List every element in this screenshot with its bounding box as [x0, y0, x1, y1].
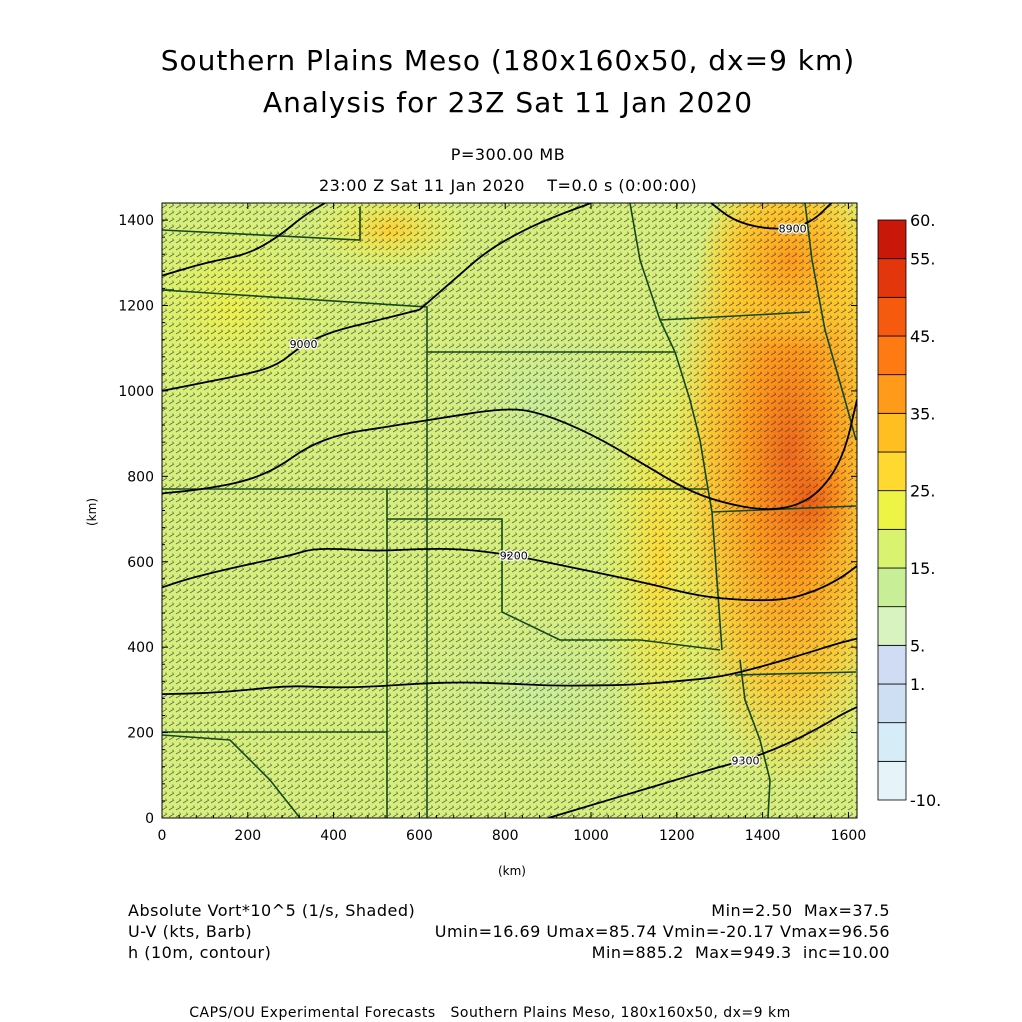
legend-shading-label: Absolute Vort*10^5 (1/s, Shaded)	[128, 901, 416, 920]
x-axis: 0 200 400 600 800 1000 1200 1400 1600	[158, 203, 867, 844]
height-contours: 9200 9300 9000 8900	[162, 203, 857, 818]
colorbar-swatch	[877, 296, 907, 337]
colorbar-swatch	[877, 412, 907, 453]
contour-minmax: Min=885.2 Max=949.3 inc=10.00	[591, 943, 890, 962]
colorbar: 60. 55. 45. 35. 25. 15. 5. 1. -10.	[877, 211, 941, 810]
contour-line-1	[162, 637, 857, 695]
y-tick-label: 400	[127, 640, 154, 656]
x-axis-label: (km)	[498, 864, 526, 878]
border-ok-tx-west	[387, 518, 721, 651]
wind-minmax: Umin=16.69 Umax=85.74 Vmin=-20.17 Vmax=9…	[434, 922, 890, 941]
contour-line-6	[162, 203, 326, 277]
colorbar-swatch	[877, 374, 907, 414]
y-tick-label: 800	[127, 469, 154, 485]
colorbar-swatch	[877, 606, 907, 646]
contour-label: 8900	[779, 223, 807, 236]
colorbar-swatch	[877, 490, 907, 530]
colorbar-label: 1.	[910, 675, 925, 694]
chart-title-line1: Southern Plains Meso (180x160x50, dx=9 k…	[160, 44, 856, 77]
colorbar-swatch	[877, 644, 907, 685]
contour-line-3	[162, 399, 857, 510]
colorbar-label: 60.	[910, 211, 935, 230]
colorbar-label: 55.	[910, 250, 935, 269]
x-tick-label: 800	[492, 828, 519, 844]
y-tick-label: 1400	[118, 213, 154, 229]
x-tick-label: 0	[158, 828, 167, 844]
x-tick-label: 1000	[573, 828, 609, 844]
colorbar-swatch	[877, 567, 907, 608]
colorbar-label: 25.	[910, 482, 935, 501]
border-ia-mo	[659, 311, 811, 321]
contour-line-0	[162, 547, 857, 602]
state-borders	[162, 203, 857, 818]
y-tick-label: 0	[145, 811, 154, 827]
x-tick-label: 400	[320, 828, 347, 844]
contour-line-2	[547, 706, 857, 818]
colorbar-label: 45.	[910, 327, 935, 346]
y-tick-label: 200	[127, 726, 154, 742]
colorbar-swatch	[877, 683, 907, 724]
x-tick-label: 1200	[659, 828, 695, 844]
y-tick-label: 1200	[118, 299, 154, 315]
credit-line: CAPS/OU Experimental Forecasts Southern …	[189, 1005, 791, 1021]
x-tick-label: 200	[234, 828, 261, 844]
colorbar-swatch	[877, 451, 907, 492]
colorbar-label: -10.	[910, 791, 941, 810]
colorbar-swatch	[877, 760, 907, 801]
legend-contour-label: h (10m, contour)	[128, 943, 272, 962]
colorbar-swatch	[877, 335, 907, 376]
border-rio-grande	[162, 734, 301, 818]
y-axis: 0 200 400 600 800 1000 1200 1400	[118, 202, 857, 827]
contour-line-4	[162, 308, 420, 392]
pressure-level-label: P=300.00 MB	[450, 145, 566, 164]
border-ar-la	[734, 671, 857, 676]
border-mo-ar	[711, 505, 857, 513]
colorbar-swatch	[877, 258, 907, 298]
y-tick-label: 600	[127, 555, 154, 571]
border-ne-ia	[629, 203, 676, 353]
colorbar-swatch	[877, 528, 907, 569]
x-tick-label: 600	[406, 828, 433, 844]
colorbar-swatch	[877, 219, 907, 260]
contour-label: 9000	[290, 338, 318, 351]
x-tick-label: 1400	[745, 828, 781, 844]
border-tx-la	[739, 659, 771, 818]
colorbar-label: 35.	[910, 404, 935, 423]
contour-line-7	[710, 203, 832, 230]
contour-label: 9200	[500, 549, 528, 562]
chart-title-line2: Analysis for 23Z Sat 11 Jan 2020	[262, 86, 754, 119]
x-tick-label: 1600	[831, 828, 867, 844]
shading-minmax: Min=2.50 Max=37.5	[711, 901, 890, 920]
y-tick-label: 1000	[118, 384, 154, 400]
y-axis-label: (km)	[85, 498, 99, 526]
colorbar-label: 15.	[910, 559, 935, 578]
border-mississippi	[804, 203, 857, 441]
border-ks-mo	[674, 351, 709, 490]
border-sd-ne	[162, 207, 361, 241]
contour-label: 9300	[731, 754, 759, 767]
colorbar-swatch	[877, 722, 907, 762]
legend-barb-label: U-V (kts, Barb)	[128, 922, 253, 941]
contour-line-5	[418, 203, 592, 311]
valid-time-label: 23:00 Z Sat 11 Jan 2020 T=0.0 s (0:00:00…	[318, 176, 698, 195]
border-co-ks-north	[162, 289, 428, 818]
colorbar-label: 5.	[910, 636, 925, 655]
